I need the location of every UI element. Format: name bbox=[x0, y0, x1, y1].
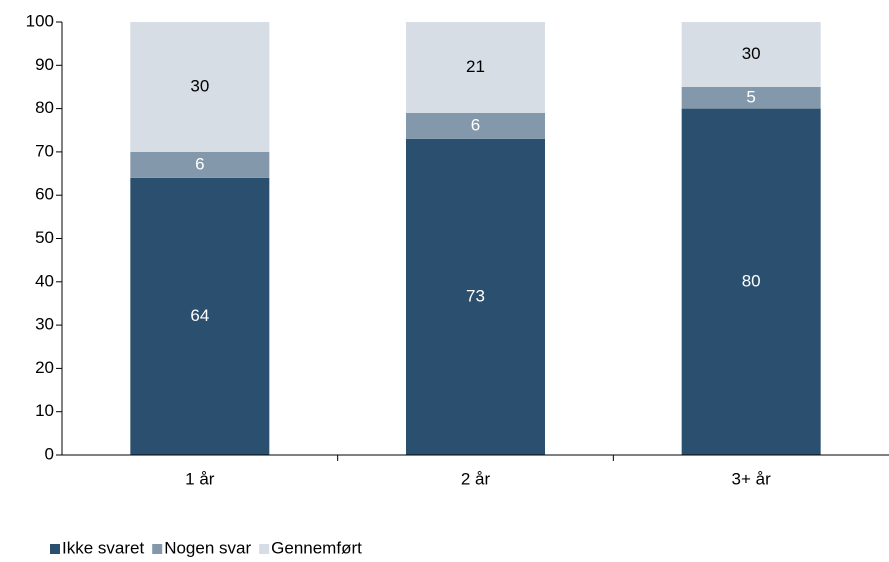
bar-segment bbox=[406, 22, 545, 113]
y-tick-label: 60 bbox=[35, 185, 54, 204]
data-label: 80 bbox=[742, 271, 761, 290]
data-label: 64 bbox=[190, 306, 209, 325]
data-label: 30 bbox=[190, 76, 209, 95]
bar-segment bbox=[681, 108, 821, 455]
bar-segment bbox=[681, 86, 821, 109]
y-tick-label: 10 bbox=[35, 401, 54, 420]
data-label: 6 bbox=[471, 115, 480, 134]
bar-segment bbox=[130, 151, 270, 178]
plot-area bbox=[130, 22, 821, 455]
x-tick-label: 2 år bbox=[461, 469, 491, 488]
y-tick-label: 20 bbox=[35, 358, 54, 377]
y-tick-label: 50 bbox=[35, 228, 54, 247]
bar-segment bbox=[681, 22, 821, 87]
legend-label: Nogen svar bbox=[164, 538, 251, 557]
legend-label: Ikke svaret bbox=[62, 538, 144, 557]
data-label: 30 bbox=[742, 44, 761, 63]
y-tick-label: 30 bbox=[35, 315, 54, 334]
bar-segment bbox=[406, 138, 545, 455]
legend-label: Gennemført bbox=[271, 538, 362, 557]
x-tick-label: 3+ år bbox=[732, 469, 772, 488]
bar-segment bbox=[130, 22, 270, 152]
bar-segment bbox=[130, 177, 270, 455]
y-tick-label: 100 bbox=[26, 11, 54, 30]
legend-swatch bbox=[50, 544, 60, 554]
data-label: 21 bbox=[466, 57, 485, 76]
y-tick-label: 80 bbox=[35, 98, 54, 117]
legend-swatch bbox=[259, 544, 270, 554]
bar-segment bbox=[406, 112, 545, 139]
data-label: 6 bbox=[195, 154, 204, 173]
legend-swatch bbox=[152, 544, 163, 554]
data-label: 5 bbox=[746, 87, 755, 106]
y-tick-label: 0 bbox=[45, 444, 54, 463]
y-tick-label: 90 bbox=[35, 55, 54, 74]
data-label: 73 bbox=[466, 286, 485, 305]
x-tick-label: 1 år bbox=[185, 469, 215, 488]
y-tick-label: 40 bbox=[35, 271, 54, 290]
y-tick-label: 70 bbox=[35, 141, 54, 160]
